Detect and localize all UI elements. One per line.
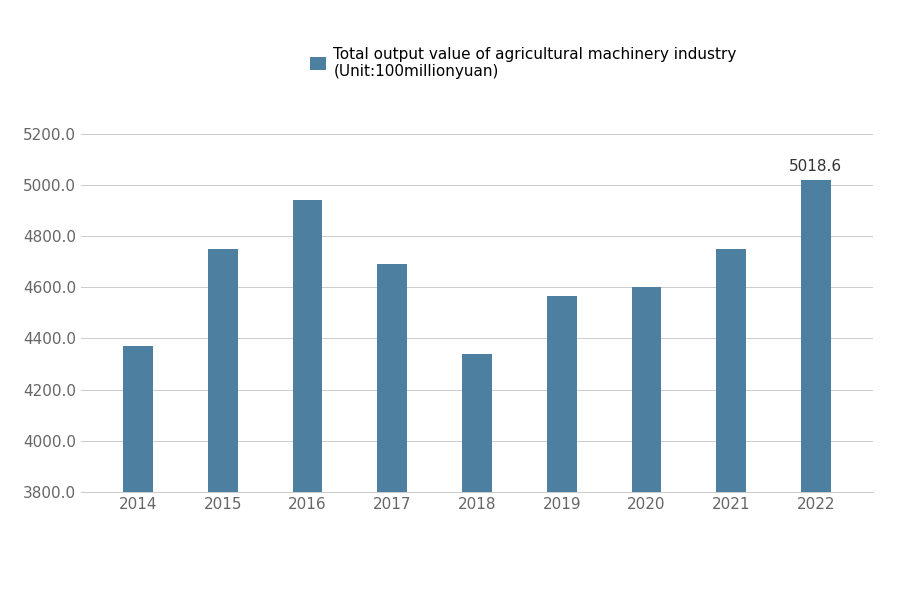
Bar (123, 346, 153, 600)
Text: 5018.6: 5018.6 (789, 158, 842, 173)
Bar (801, 180, 831, 600)
Bar (463, 354, 491, 600)
Legend: Total output value of agricultural machinery industry
(Unit:100millionyuan): Total output value of agricultural machi… (310, 47, 737, 79)
Bar (377, 264, 407, 600)
Bar (716, 249, 746, 600)
Bar (208, 249, 238, 600)
Bar (632, 287, 662, 600)
Bar (292, 200, 322, 600)
Bar (547, 296, 577, 600)
